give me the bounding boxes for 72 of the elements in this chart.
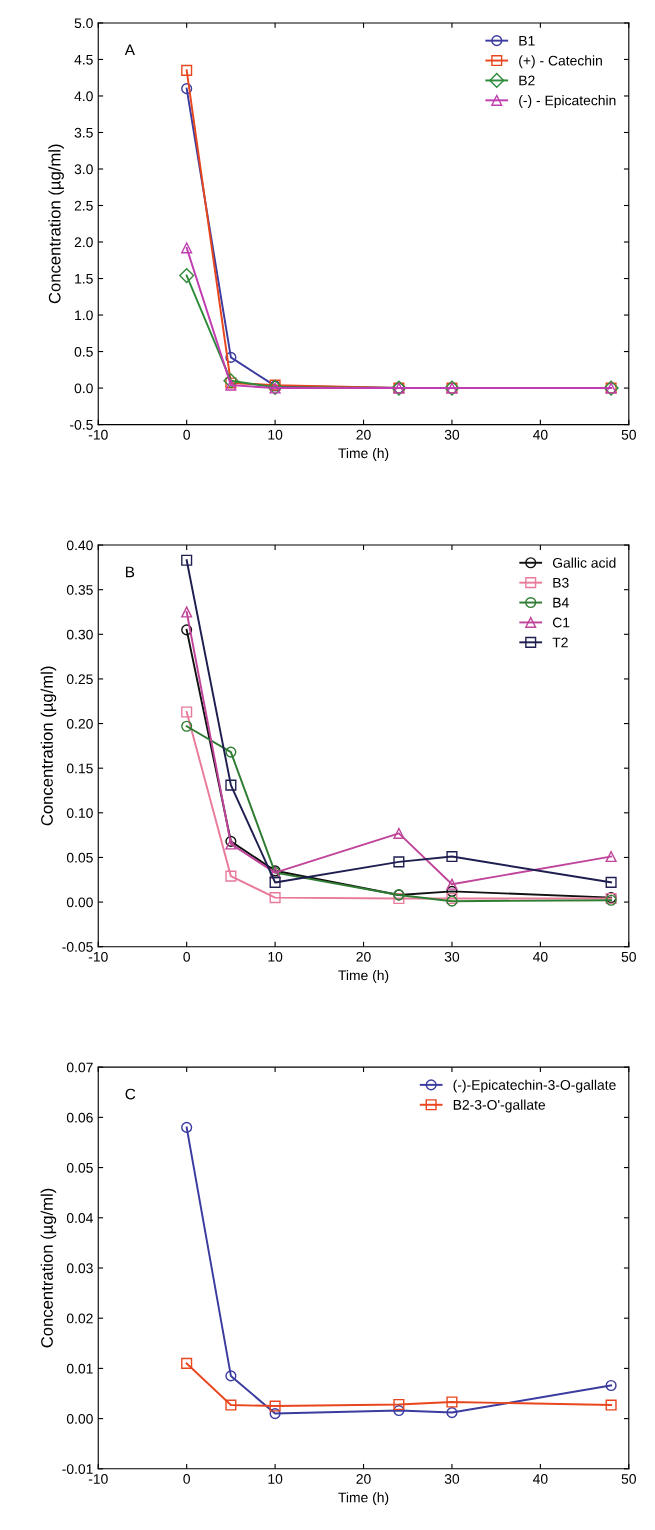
y-tick-label: -0.5	[70, 419, 93, 430]
y-tick-label: 2.5	[74, 200, 93, 211]
x-tick-label: 20	[356, 951, 371, 962]
y-axis-title: Concentration (µg/ml)	[48, 144, 64, 304]
y-tick-label: 0.5	[74, 346, 93, 357]
y-tick-label: 0.10	[66, 808, 93, 818]
x-tick-label: 50	[621, 1474, 636, 1484]
y-tick-label: 0.35	[66, 585, 93, 595]
x-tick-label: 10	[268, 951, 283, 962]
y-tick-label: -0.01	[62, 1464, 93, 1474]
x-tick-label: 40	[532, 429, 548, 440]
x-axis-title: Time (h)	[338, 447, 389, 461]
x-tick-label: 50	[621, 429, 636, 440]
y-tick-label: 0.0	[74, 383, 93, 394]
y-tick-label: 0.40	[66, 540, 93, 551]
y-tick-label: 0.25	[66, 674, 93, 685]
y-tick-label: 0.01	[66, 1363, 93, 1374]
annotation: B	[126, 566, 135, 578]
x-tick-label: 0	[183, 429, 190, 440]
legend-label: B2	[519, 75, 535, 86]
y-tick-label: 0.02	[66, 1313, 93, 1324]
legend-label: (-) - Epicatechin	[519, 95, 616, 109]
y-tick-label: 0.20	[66, 718, 93, 729]
y-tick-label: 5.0	[74, 18, 93, 29]
y-tick-label: 4.5	[74, 54, 93, 65]
y-tick-label: 3.0	[74, 164, 93, 175]
legend-label: B3	[553, 577, 569, 588]
y-axis-title: Concentration (µg/ml)	[40, 666, 57, 826]
y-tick-label: 0.05	[66, 852, 93, 863]
x-tick-label: 20	[356, 429, 371, 440]
y-tick-label: 0.03	[66, 1263, 93, 1274]
y-tick-label: 0.00	[66, 1413, 93, 1424]
legend-label: C1	[552, 617, 570, 628]
y-tick-label: 4.0	[74, 91, 93, 102]
x-tick-label: -10	[88, 1474, 108, 1484]
y-tick-label: 1.0	[75, 310, 93, 321]
x-tick-label: 50	[621, 951, 636, 962]
legend-label: T2	[552, 637, 568, 648]
y-tick-label: 0.30	[66, 629, 93, 640]
x-tick-label: 30	[444, 429, 460, 440]
legend-label: (-)-Epicatechin-3-O-gallate	[453, 1079, 616, 1093]
y-tick-label: 0.06	[66, 1112, 93, 1123]
y-tick-label: 1.5	[75, 274, 93, 284]
x-tick-label: 40	[532, 951, 548, 962]
x-axis-title: Time (h)	[338, 1492, 389, 1506]
y-tick-label: 0.00	[66, 897, 93, 908]
y-tick-label: 2.0	[74, 237, 93, 248]
x-tick-label: 0	[183, 1474, 190, 1484]
x-tick-label: 30	[444, 951, 460, 962]
legend-label: B1	[519, 35, 535, 46]
y-axis-title: Concentration (µg/ml)	[40, 1188, 57, 1348]
y-tick-label: 0.04	[66, 1213, 93, 1223]
x-tick-label: -10	[88, 429, 108, 440]
x-tick-label: 0	[183, 951, 190, 962]
x-tick-label: -10	[88, 951, 108, 962]
annotation: A	[124, 44, 135, 56]
y-tick-label: 0.15	[66, 763, 93, 774]
y-tick-label: 0.05	[66, 1162, 93, 1173]
legend-label: B2-3-O'-gallate	[453, 1099, 546, 1113]
y-tick-label: -0.05	[62, 942, 93, 952]
x-tick-label: 30	[444, 1474, 460, 1484]
x-tick-label: 10	[268, 1474, 283, 1484]
legend-label: Gallic acid	[552, 557, 616, 568]
x-tick-label: 40	[532, 1474, 548, 1484]
annotation: C	[125, 1088, 136, 1100]
x-tick-label: 10	[268, 429, 283, 440]
x-axis-title: Time (h)	[338, 970, 389, 983]
x-tick-label: 20	[356, 1474, 371, 1484]
y-tick-label: 0.07	[66, 1062, 93, 1073]
y-tick-label: 3.5	[74, 127, 93, 138]
legend-label: (+) - Catechin	[519, 55, 602, 69]
legend-label: B4	[553, 597, 569, 608]
